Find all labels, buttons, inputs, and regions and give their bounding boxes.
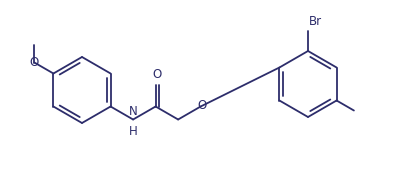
Text: O: O <box>197 99 206 112</box>
Text: Br: Br <box>309 15 322 28</box>
Text: N: N <box>129 105 138 118</box>
Text: O: O <box>152 68 162 81</box>
Text: O: O <box>30 56 39 69</box>
Text: H: H <box>129 125 138 138</box>
